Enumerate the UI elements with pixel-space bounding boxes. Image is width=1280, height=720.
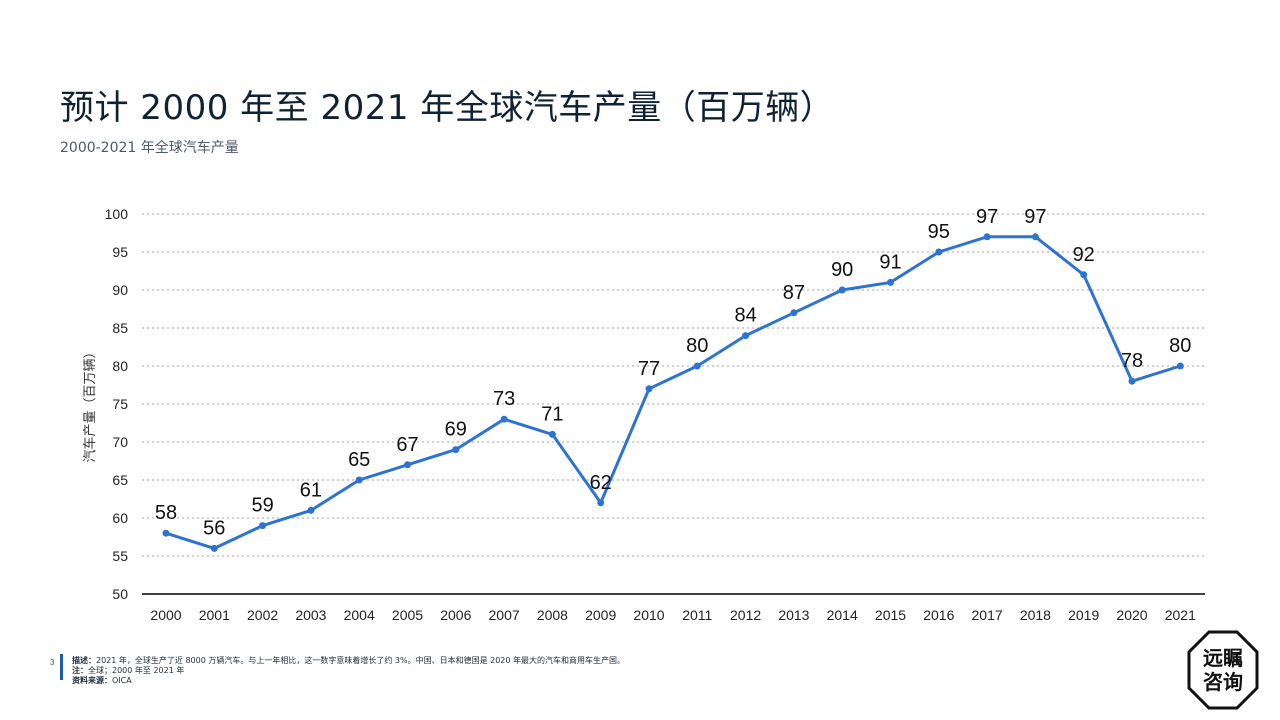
y-tick-label: 70 <box>112 434 128 450</box>
x-tick-label: 2013 <box>778 607 809 623</box>
y-tick-label: 80 <box>112 358 128 374</box>
x-tick-label: 2017 <box>972 607 1003 623</box>
data-point <box>1031 233 1039 241</box>
data-label: 97 <box>1024 206 1046 228</box>
x-tick-label: 2002 <box>247 607 278 623</box>
x-tick-label: 2001 <box>199 607 230 623</box>
data-label: 92 <box>1073 244 1095 266</box>
x-tick-label: 2012 <box>730 607 761 623</box>
y-tick-label: 60 <box>112 510 128 526</box>
x-tick-label: 2011 <box>682 607 712 623</box>
data-label: 80 <box>686 335 708 357</box>
x-tick-label: 2010 <box>633 607 664 623</box>
data-label: 73 <box>493 388 515 410</box>
data-point <box>597 499 605 507</box>
data-point <box>1128 377 1136 385</box>
line-chart: 50 55 60 65 70 75 80 85 90 95 100 2000 2001 2002 2003 2… <box>82 206 1205 623</box>
footer-accent-bar <box>60 654 63 680</box>
data-point <box>742 332 750 340</box>
x-tick-label: 2008 <box>537 607 568 623</box>
data-label: 80 <box>1169 335 1191 357</box>
x-tick-label: 2009 <box>585 607 616 623</box>
data-label: 67 <box>396 434 418 456</box>
x-tick-label: 2020 <box>1116 607 1147 623</box>
footer-notes: 描述：2021 年，全球生产了近 8000 万辆汽车。与上一年相比，这一数字意味… <box>72 656 625 686</box>
logo-line-1: 远瞩 <box>1203 646 1243 670</box>
data-point <box>693 362 701 370</box>
x-tick-label: 2000 <box>150 607 181 623</box>
y-tick-label: 100 <box>105 206 129 222</box>
data-label: 90 <box>831 259 853 281</box>
data-label: 62 <box>590 472 612 494</box>
x-tick-label: 2016 <box>923 607 954 623</box>
x-tick-label: 2004 <box>344 607 375 623</box>
y-tick-label: 75 <box>112 396 128 412</box>
footer-description: 描述：2021 年，全球生产了近 8000 万辆汽车。与上一年相比，这一数字意味… <box>72 656 626 665</box>
y-tick-label: 55 <box>112 548 128 564</box>
data-label: 91 <box>879 251 901 273</box>
data-point <box>838 286 846 294</box>
x-tick-label: 2005 <box>392 607 423 623</box>
company-logo: 远瞩 咨询 <box>1187 630 1259 710</box>
data-label: 65 <box>348 449 370 471</box>
data-point <box>500 415 508 423</box>
data-point <box>1080 271 1088 279</box>
series-line <box>165 235 1181 550</box>
data-point <box>548 430 556 438</box>
x-tick-label: 2018 <box>1020 607 1051 623</box>
page-subtitle: 2000-2021 年全球汽车产量 <box>60 140 239 156</box>
data-label: 84 <box>734 305 756 327</box>
data-point <box>404 461 411 469</box>
y-tick-label: 95 <box>112 244 128 260</box>
footer-source: 资料来源：OICA <box>72 676 132 685</box>
y-tick-label: 85 <box>112 320 128 336</box>
data-point <box>162 529 170 537</box>
data-point <box>210 544 218 552</box>
data-label: 87 <box>783 282 805 304</box>
data-point <box>887 278 894 286</box>
data-point <box>983 233 991 241</box>
y-tick-label: 90 <box>112 282 128 298</box>
footer-note: 注：全球；2000 年至 2021 年 <box>72 666 185 675</box>
data-point <box>1176 362 1184 370</box>
data-point <box>645 385 653 393</box>
data-label: 58 <box>155 502 177 524</box>
data-label: 59 <box>251 495 273 517</box>
y-axis-label: 汽车产量（百万辆） <box>82 345 98 462</box>
data-point <box>259 522 267 530</box>
y-tick-label: 65 <box>112 472 128 488</box>
x-tick-label: 2007 <box>489 607 520 623</box>
logo-octagon-icon <box>1187 630 1259 710</box>
x-tick-label: 2014 <box>827 607 858 623</box>
page-title: 预计 2000 年至 2021 年全球汽车产量（百万辆） <box>60 88 835 128</box>
data-point <box>452 446 460 454</box>
page-number: 3 <box>50 658 55 667</box>
data-point <box>355 476 363 484</box>
data-point <box>790 309 798 317</box>
x-tick-label: 2021 <box>1165 607 1196 623</box>
logo-line-2: 咨询 <box>1203 670 1243 694</box>
data-label: 56 <box>203 517 225 539</box>
data-point <box>307 506 315 514</box>
data-label: 97 <box>976 206 998 228</box>
y-tick-label: 50 <box>112 586 128 602</box>
data-label: 61 <box>300 479 322 501</box>
data-label: 77 <box>638 358 660 380</box>
x-tick-label: 2003 <box>295 607 326 623</box>
data-label: 95 <box>928 221 950 243</box>
data-label: 78 <box>1121 350 1143 372</box>
data-point <box>935 248 943 256</box>
x-tick-label: 2019 <box>1068 607 1099 623</box>
data-label: 69 <box>445 419 467 441</box>
data-label: 71 <box>541 403 563 425</box>
x-tick-label: 2006 <box>440 607 471 623</box>
x-tick-label: 2015 <box>875 607 906 623</box>
